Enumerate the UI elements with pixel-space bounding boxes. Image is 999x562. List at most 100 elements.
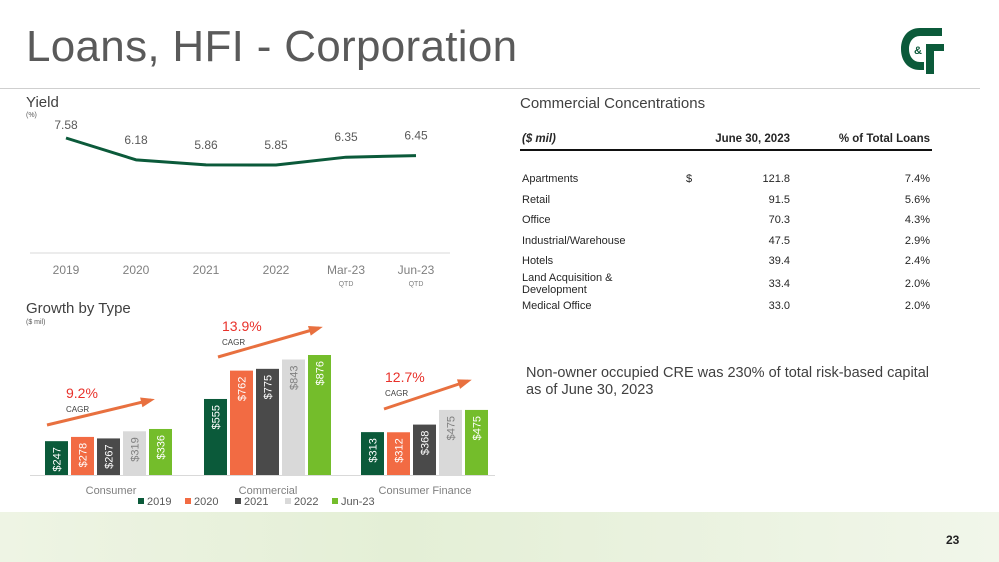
bar-2022-consumer-finance bbox=[439, 409, 462, 475]
yield-data-label: 6.35 bbox=[334, 130, 358, 144]
legend-swatch bbox=[285, 498, 291, 504]
table-row: Apartments $121.8 7.4% bbox=[520, 169, 932, 190]
table-row: Office 70.3 4.3% bbox=[520, 210, 932, 231]
bar-2020-consumer-finance bbox=[387, 432, 410, 475]
bar-data-label: $876 bbox=[315, 361, 327, 385]
header-rule bbox=[0, 88, 980, 89]
yield-tick-label: 2021 bbox=[193, 263, 220, 277]
yield-series-line bbox=[65, 136, 417, 167]
growth-unit: ($ mil) bbox=[26, 319, 46, 326]
yield-data-label: 7.58 bbox=[54, 118, 78, 132]
table-row: Land Acquisition & Development 33.4 2.0% bbox=[520, 272, 932, 296]
cagr-arrow-line bbox=[383, 379, 469, 411]
bar-data-label: $475 bbox=[446, 416, 458, 440]
row-label: Office bbox=[522, 214, 551, 227]
legend-label: 2022 bbox=[294, 496, 318, 508]
yield-unit: (%) bbox=[26, 112, 37, 119]
growth-bar-chart: $247 $278 $267 $319 $336 Consumer $555 $762 $775… bbox=[30, 318, 495, 508]
bar-data-label: $319 bbox=[130, 437, 142, 461]
row-pct: 4.3% bbox=[904, 214, 930, 227]
row-label: Industrial/Warehouse bbox=[522, 234, 626, 247]
currency-symbol: $ bbox=[686, 173, 693, 186]
yield-data-label: 6.45 bbox=[404, 129, 428, 143]
row-label: Land Acquisition & Development bbox=[522, 271, 613, 296]
cagr-arrow-line bbox=[217, 326, 320, 359]
growth-category-label: Commercial bbox=[239, 485, 298, 497]
yield-title: Yield bbox=[26, 94, 59, 111]
row-label: Hotels bbox=[522, 255, 554, 268]
col-header-mil: ($ mil) bbox=[520, 130, 668, 151]
row-value: 33.0 bbox=[768, 299, 790, 312]
row-value: 121.8 bbox=[762, 173, 790, 186]
table-row: Medical Office 33.0 2.0% bbox=[520, 296, 932, 317]
bar-data-label: $843 bbox=[289, 366, 301, 390]
row-pct: 5.6% bbox=[904, 193, 930, 206]
bar-2021-commercial bbox=[256, 368, 279, 475]
bar-data-label: $278 bbox=[78, 443, 90, 467]
legend-swatch bbox=[332, 498, 338, 504]
yield-data-label: 5.85 bbox=[264, 138, 288, 152]
legend-label: 2020 bbox=[194, 496, 218, 508]
growth-category-label: Consumer Finance bbox=[379, 485, 472, 497]
cagr-value: 12.7% bbox=[385, 369, 425, 385]
row-pct: 2.0% bbox=[904, 277, 930, 290]
yield-tick-sublabel: QTD bbox=[409, 281, 424, 288]
concentrations-title: Commercial Concentrations bbox=[520, 95, 706, 112]
bar-data-label: $313 bbox=[368, 438, 380, 462]
table-row: Retail 91.5 5.6% bbox=[520, 190, 932, 211]
bar-2022-consumer bbox=[123, 431, 146, 475]
row-label: Retail bbox=[522, 193, 551, 206]
bar-Jun-23-commercial bbox=[308, 355, 331, 475]
bar-data-label: $555 bbox=[211, 405, 223, 429]
growth-title: Growth by Type bbox=[26, 300, 131, 317]
cagr-arrow-line bbox=[46, 398, 152, 427]
cf-logo-icon: & bbox=[901, 28, 944, 74]
cagr-arrow-head bbox=[140, 397, 155, 408]
yield-tick-label: Mar-23 bbox=[327, 263, 365, 277]
row-label: Apartments bbox=[522, 173, 579, 186]
legend-swatch bbox=[235, 498, 241, 504]
bar-data-label: $336 bbox=[156, 435, 168, 459]
row-value: 91.5 bbox=[768, 193, 790, 206]
row-pct: 2.0% bbox=[904, 299, 930, 312]
bar-data-label: $475 bbox=[472, 416, 484, 440]
cagr-label: CAGR bbox=[385, 389, 408, 398]
bar-2020-commercial bbox=[230, 370, 253, 475]
row-value: 33.4 bbox=[768, 277, 790, 290]
bar-Jun-23-consumer-finance bbox=[465, 409, 488, 475]
bar-data-label: $368 bbox=[420, 431, 432, 455]
legend-label: 2021 bbox=[244, 496, 268, 508]
legend-label: 2019 bbox=[147, 496, 171, 508]
bar-2022-commercial bbox=[282, 359, 305, 475]
yield-data-label: 6.18 bbox=[124, 133, 148, 147]
row-pct: 7.4% bbox=[904, 173, 930, 186]
yield-tick-sublabel: QTD bbox=[339, 281, 354, 288]
yield-line-chart: 7.58 2019 6.18 2020 5.86 2021 5.85 2022 6.35 Mar-… bbox=[30, 118, 450, 288]
concentrations-table: ($ mil) June 30, 2023 % of Total Loans A… bbox=[520, 130, 932, 316]
bar-2019-consumer bbox=[45, 441, 68, 475]
bar-2020-consumer bbox=[71, 436, 94, 475]
row-pct: 2.4% bbox=[904, 255, 930, 268]
bar-2019-commercial bbox=[204, 398, 227, 475]
cagr-label: CAGR bbox=[222, 338, 245, 347]
legend-swatch bbox=[138, 498, 144, 504]
row-value: 47.5 bbox=[768, 234, 790, 247]
footer-band bbox=[0, 512, 999, 562]
bar-2021-consumer-finance bbox=[413, 424, 436, 475]
yield-tick-label: 2020 bbox=[123, 263, 150, 277]
bar-data-label: $762 bbox=[237, 377, 249, 401]
svg-text:&: & bbox=[914, 45, 922, 57]
bar-data-label: $247 bbox=[52, 447, 64, 471]
table-row: Hotels 39.4 2.4% bbox=[520, 251, 932, 272]
page-number: 23 bbox=[946, 533, 960, 547]
growth-category-label: Consumer bbox=[86, 485, 137, 497]
yield-tick-label: 2019 bbox=[53, 263, 80, 277]
bar-data-label: $312 bbox=[394, 438, 406, 462]
bar-2019-consumer-finance bbox=[361, 432, 384, 475]
bar-Jun-23-consumer bbox=[149, 428, 172, 475]
row-value: 39.4 bbox=[768, 255, 790, 268]
legend-swatch bbox=[185, 498, 191, 504]
cre-note: Non-owner occupied CRE was 230% of total… bbox=[526, 365, 929, 398]
row-value: 70.3 bbox=[768, 214, 790, 227]
cagr-label: CAGR bbox=[66, 405, 89, 414]
